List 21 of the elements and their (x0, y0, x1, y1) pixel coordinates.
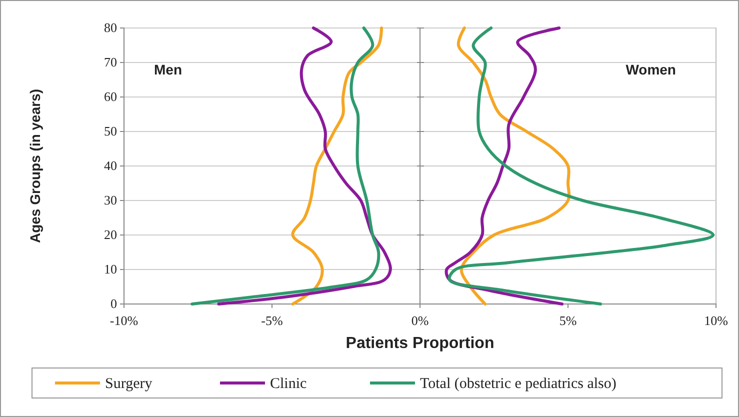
x-tick-label: 5% (559, 313, 577, 328)
y-axis-title: Ages Groups (in years) (27, 88, 43, 244)
x-axis-title: Patients Proportion (346, 335, 494, 352)
y-tick-label: 50 (104, 124, 117, 139)
y-tick-label: 0 (110, 296, 117, 312)
y-tick-label: 30 (104, 192, 117, 208)
annotation: Women (626, 61, 676, 78)
x-tick-label: -10% (110, 313, 138, 328)
x-tick-label: -5% (261, 313, 283, 328)
y-tick-label: 10 (104, 262, 117, 277)
x-tick-label: 10% (704, 313, 728, 328)
y-tick-label: 20 (104, 227, 117, 242)
y-tick-label: 70 (104, 54, 117, 70)
y-tick-label: 60 (104, 89, 117, 104)
y-tick-label: 80 (104, 20, 117, 36)
legend-label: Clinic (270, 376, 308, 392)
x-tick-label: 0% (411, 313, 429, 328)
legend-label: Surgery (105, 376, 153, 392)
annotation: Men (154, 61, 182, 78)
y-tick-label: 40 (104, 158, 117, 174)
legend-label: Total (obstetric e pediatrics also) (420, 376, 616, 392)
